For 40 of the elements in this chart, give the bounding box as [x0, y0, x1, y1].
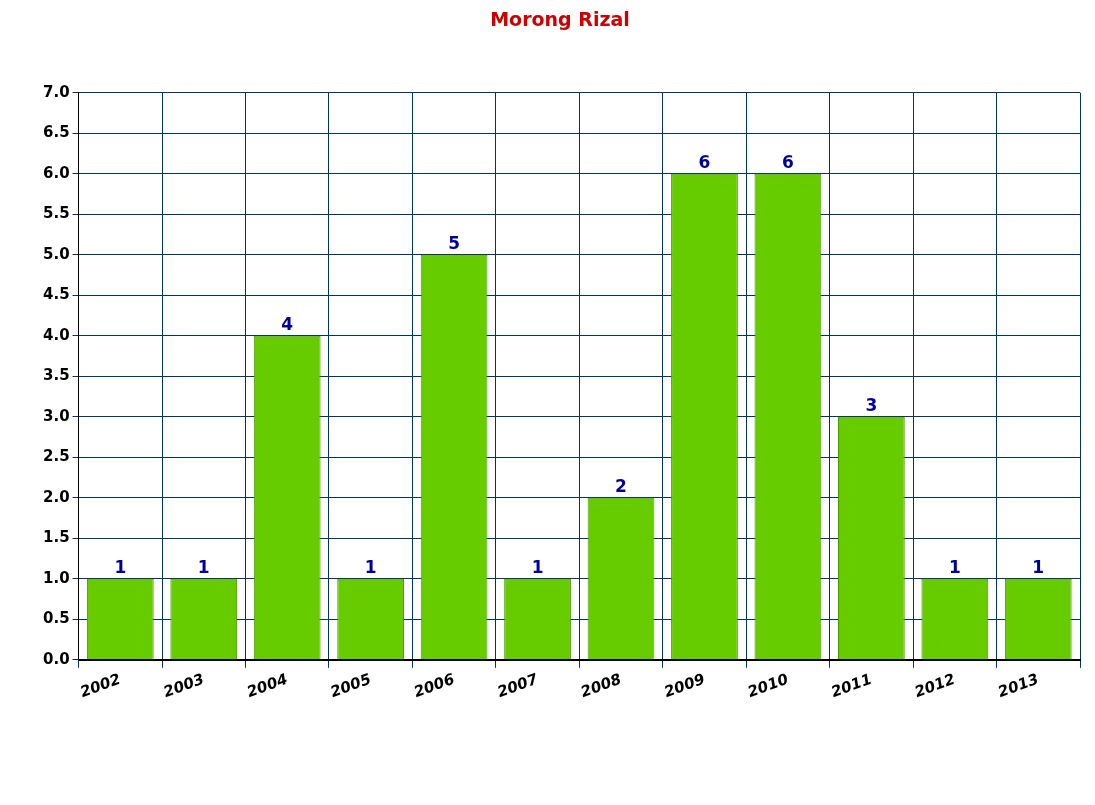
x-tick-label: 2013 — [995, 669, 1041, 701]
y-tick-label: 4.0 — [42, 325, 70, 344]
x-tick-label: 2012 — [912, 669, 958, 701]
data-label: 6 — [782, 151, 794, 172]
x-tick-label: 2010 — [745, 669, 791, 701]
y-tick-label: 6.0 — [42, 163, 70, 182]
data-label: 4 — [281, 313, 294, 334]
x-tick-label: 2004 — [244, 669, 290, 701]
chart-title: Morong Rizal — [490, 8, 630, 31]
x-tick-label: 2009 — [661, 669, 708, 701]
y-tick-label: 3.0 — [42, 406, 70, 425]
data-label: 1 — [531, 556, 544, 577]
data-label: 1 — [114, 556, 127, 577]
data-label: 1 — [197, 556, 210, 577]
data-label: 1 — [948, 556, 961, 577]
y-tick-label: 1.0 — [42, 568, 70, 587]
x-tick-label: 2002 — [77, 669, 123, 701]
y-tick-label: 7.0 — [42, 82, 70, 101]
data-label: 1 — [364, 556, 377, 577]
x-tick-label: 2003 — [161, 669, 207, 701]
x-tick-label: 2007 — [494, 669, 541, 701]
y-tick-label: 5.0 — [42, 244, 70, 263]
data-label: 2 — [615, 475, 627, 496]
y-tick-label: 2.5 — [42, 447, 70, 466]
y-tick-label: 0.0 — [42, 649, 70, 668]
y-tick-label: 1.5 — [42, 528, 70, 547]
data-label: 1 — [1032, 556, 1045, 577]
y-tick-label: 3.5 — [42, 366, 70, 385]
data-label: 5 — [448, 232, 461, 253]
y-tick-label: 2.0 — [42, 487, 70, 506]
data-label: 3 — [865, 394, 878, 415]
y-tick-label: 0.5 — [42, 609, 70, 628]
x-tick-label: 2006 — [411, 669, 457, 701]
x-tick-label: 2011 — [828, 669, 875, 701]
y-tick-label: 6.5 — [42, 123, 70, 142]
x-tick-label: 2005 — [327, 669, 374, 701]
x-tick-label: 2008 — [578, 669, 624, 701]
y-tick-label: 5.5 — [42, 204, 70, 223]
y-tick-label: 4.5 — [42, 285, 70, 304]
data-label: 6 — [698, 151, 711, 172]
